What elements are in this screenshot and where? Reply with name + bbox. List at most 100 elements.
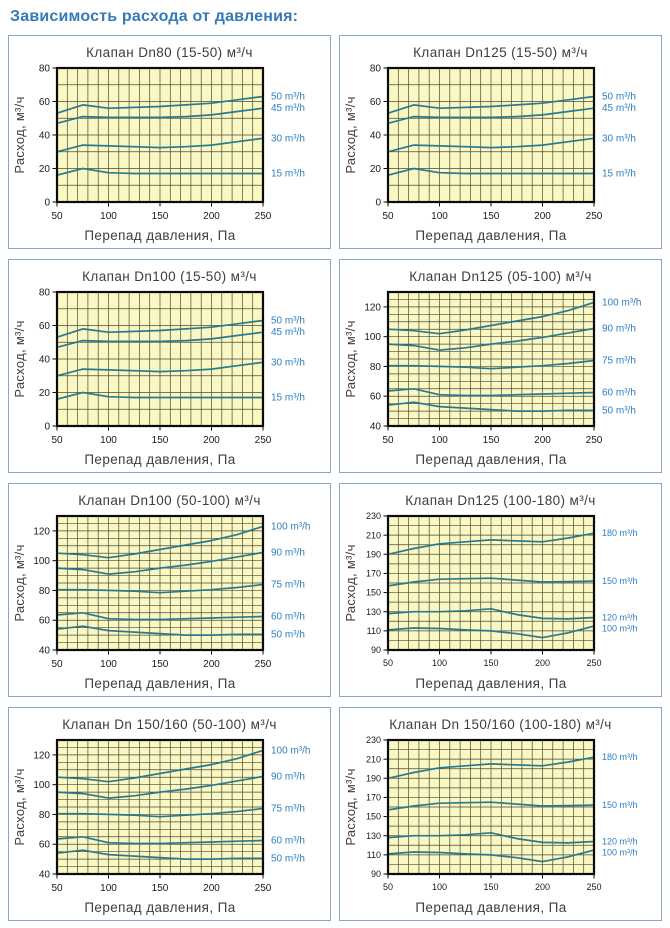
svg-text:50: 50 <box>51 435 63 446</box>
svg-text:50: 50 <box>382 435 394 446</box>
svg-text:20: 20 <box>38 388 50 399</box>
svg-text:90: 90 <box>370 645 380 655</box>
svg-text:15 m³/h: 15 m³/h <box>602 169 636 180</box>
svg-text:100: 100 <box>100 211 117 222</box>
svg-text:120 m³/h: 120 m³/h <box>602 837 638 847</box>
svg-text:130: 130 <box>365 831 380 841</box>
svg-text:250: 250 <box>586 658 601 668</box>
svg-text:90 m³/h: 90 m³/h <box>602 324 636 335</box>
svg-text:180 m³/h: 180 m³/h <box>602 528 638 538</box>
svg-text:30 m³/h: 30 m³/h <box>271 133 305 144</box>
svg-text:250: 250 <box>254 659 271 670</box>
svg-text:Перепад давления, Па: Перепад давления, Па <box>84 452 235 467</box>
svg-text:150: 150 <box>365 588 380 598</box>
svg-text:15 m³/h: 15 m³/h <box>271 393 305 404</box>
svg-text:40: 40 <box>38 355 50 366</box>
svg-text:150: 150 <box>151 883 168 894</box>
svg-text:80: 80 <box>369 64 381 75</box>
svg-text:150: 150 <box>483 658 498 668</box>
svg-text:100: 100 <box>100 659 117 670</box>
svg-text:0: 0 <box>44 198 50 209</box>
svg-text:60 m³/h: 60 m³/h <box>602 388 636 399</box>
svg-text:100 m³/h: 100 m³/h <box>602 297 641 308</box>
svg-text:170: 170 <box>365 793 380 803</box>
svg-text:230: 230 <box>365 735 380 745</box>
svg-text:100 m³/h: 100 m³/h <box>271 521 310 532</box>
line-chart: 0 20 40 60 80 50 100 150 200 250 50 m³/h45 m³/h 30 … <box>343 64 636 244</box>
svg-text:250: 250 <box>254 883 271 894</box>
svg-text:200: 200 <box>203 883 220 894</box>
svg-text:180 m³/h: 180 m³/h <box>602 752 638 762</box>
svg-text:Перепад давления, Па: Перепад давления, Па <box>84 900 235 915</box>
svg-text:150: 150 <box>151 211 168 222</box>
svg-text:100: 100 <box>431 658 446 668</box>
svg-text:Расход, м³/ч: Расход, м³/ч <box>343 768 358 845</box>
svg-text:150: 150 <box>482 435 499 446</box>
chart-title: Клапан Dn80 (15-50) м³/ч <box>86 45 253 60</box>
line-chart: 40 60 80 100 120 50 100 150 200 250 100 m³/h 90 m³/… <box>12 514 310 691</box>
svg-text:150 m³/h: 150 m³/h <box>602 576 638 586</box>
svg-text:200: 200 <box>203 659 220 670</box>
svg-text:250: 250 <box>586 882 601 892</box>
svg-text:100: 100 <box>33 556 50 567</box>
svg-text:130: 130 <box>365 607 380 617</box>
svg-text:150 m³/h: 150 m³/h <box>602 800 638 810</box>
line-chart: 0 20 40 60 80 50 100 150 200 250 50 m³/h45 m³/h 30 … <box>12 288 305 468</box>
line-chart: 40 60 80 100 120 50 100 150 200 250 100 m³/h 90 m³/… <box>12 738 310 915</box>
svg-text:20: 20 <box>369 164 381 175</box>
chart-panel-dn100-50-100: Клапан Dn100 (50-100) м³/ч 40 60 80 100 120 5… <box>8 483 331 697</box>
svg-text:100: 100 <box>431 211 448 222</box>
line-chart: 90 110 130 150 170 190 210 230 50 100 150 200 250 180… <box>343 511 638 691</box>
svg-text:120: 120 <box>364 302 381 313</box>
chart-panel-dn125-05-100: Клапан Dn125 (05-100) м³/ч 40 60 80 100 120 5… <box>339 259 662 473</box>
chart-panel-dn80-15-50: Клапан Dn80 (15-50) м³/ч 0 20 40 60 80 50 100 1… <box>8 35 331 249</box>
svg-text:50 m³/h: 50 m³/h <box>271 92 305 103</box>
svg-text:30 m³/h: 30 m³/h <box>602 133 636 144</box>
svg-text:80: 80 <box>38 586 50 597</box>
chart-panel-dn150-160-50-100: Клапан Dn 150/160 (50-100) м³/ч 40 60 80 10… <box>8 707 331 921</box>
svg-text:Перепад давления, Па: Перепад давления, Па <box>415 676 566 691</box>
svg-text:80: 80 <box>38 810 50 821</box>
svg-text:Расход, м³/ч: Расход, м³/ч <box>343 544 358 621</box>
svg-text:100: 100 <box>100 883 117 894</box>
svg-text:75 m³/h: 75 m³/h <box>271 804 305 815</box>
svg-text:50: 50 <box>51 883 63 894</box>
chart-title: Клапан Dn100 (15-50) м³/ч <box>82 269 257 284</box>
line-chart: 40 60 80 100 120 50 100 150 200 250 100 m³/h 90 m³/… <box>343 290 641 467</box>
svg-text:120 m³/h: 120 m³/h <box>602 613 638 623</box>
svg-text:100 m³/h: 100 m³/h <box>271 745 310 756</box>
svg-text:40: 40 <box>38 131 50 142</box>
svg-text:150: 150 <box>483 882 498 892</box>
chart-title: Клапан Dn 150/160 (50-100) м³/ч <box>62 717 277 732</box>
chart-panel-dn125-15-50: Клапан Dn125 (15-50) м³/ч 0 20 40 60 80 50 100… <box>339 35 662 249</box>
svg-text:40: 40 <box>38 646 50 657</box>
svg-text:110: 110 <box>366 626 380 636</box>
svg-text:50 m³/h: 50 m³/h <box>271 853 305 864</box>
svg-text:Расход, м³/ч: Расход, м³/ч <box>12 96 27 173</box>
svg-text:Расход, м³/ч: Расход, м³/ч <box>12 320 27 397</box>
svg-text:150: 150 <box>151 435 168 446</box>
svg-text:60 m³/h: 60 m³/h <box>271 612 305 623</box>
svg-text:200: 200 <box>203 435 220 446</box>
svg-text:45 m³/h: 45 m³/h <box>271 327 305 338</box>
chart-title: Клапан Dn125 (15-50) м³/ч <box>413 45 588 60</box>
svg-text:Расход, м³/ч: Расход, м³/ч <box>343 96 358 173</box>
svg-text:30 m³/h: 30 m³/h <box>271 357 305 368</box>
svg-text:40: 40 <box>369 422 381 433</box>
svg-text:110: 110 <box>366 850 380 860</box>
svg-text:20: 20 <box>38 164 50 175</box>
svg-text:100: 100 <box>431 435 448 446</box>
chart-panel-dn125-100-180: Клапан Dn125 (100-180) м³/ч 90 110 130 150 1… <box>339 483 662 697</box>
svg-text:200: 200 <box>203 211 220 222</box>
svg-text:90 m³/h: 90 m³/h <box>271 772 305 783</box>
line-chart: 90 110 130 150 170 190 210 230 50 100 150 200 250 180… <box>343 735 638 915</box>
svg-text:45 m³/h: 45 m³/h <box>271 103 305 114</box>
svg-text:75 m³/h: 75 m³/h <box>602 356 636 367</box>
svg-text:50 m³/h: 50 m³/h <box>271 629 305 640</box>
page-title: Зависимость расхода от давления: <box>10 8 299 25</box>
svg-text:230: 230 <box>365 511 380 521</box>
svg-text:90: 90 <box>370 869 380 879</box>
svg-text:100 m³/h: 100 m³/h <box>602 624 638 634</box>
svg-text:0: 0 <box>44 422 50 433</box>
